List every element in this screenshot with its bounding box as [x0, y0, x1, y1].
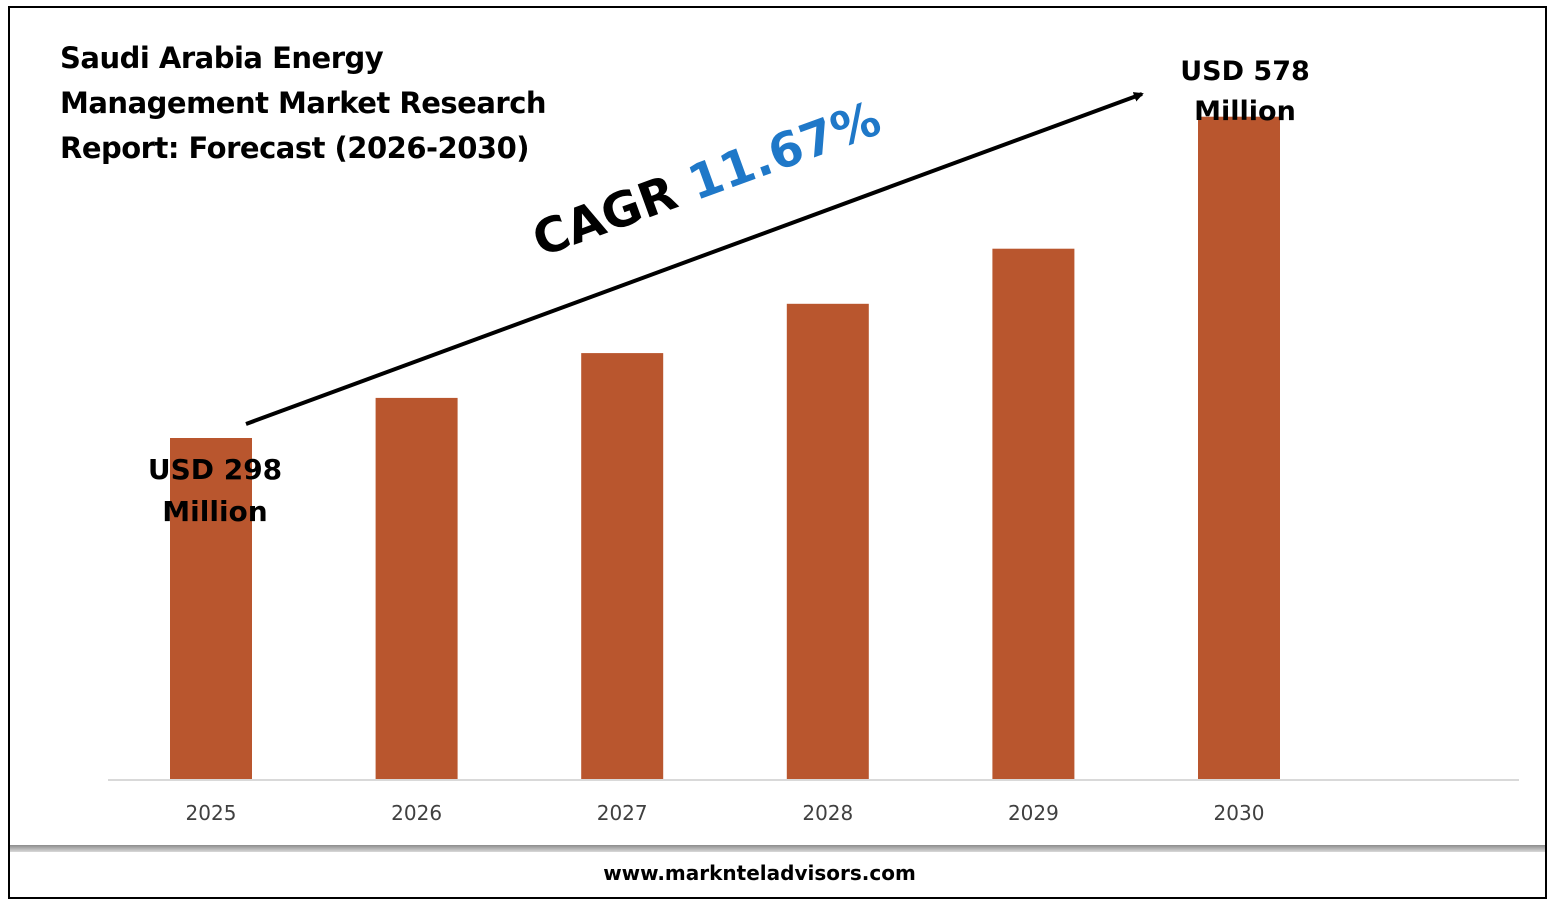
footer-url: www.marknteladvisors.com — [603, 861, 916, 885]
title-line-2: Management Market Research — [60, 86, 547, 120]
end-value-line-1: USD 578 — [1180, 56, 1310, 87]
bar-2030 — [1198, 116, 1280, 780]
start-value-line-1: USD 298 — [147, 453, 283, 486]
bar-2029 — [992, 248, 1075, 780]
title-line-3: Report: Forecast (2026-2030) — [60, 131, 530, 165]
end-value-annotation: USD 578 Million — [1150, 52, 1340, 132]
bar-2026 — [375, 397, 458, 780]
chart-frame — [8, 6, 1547, 899]
x-tick-label-2026: 2026 — [391, 801, 442, 825]
end-value-line-2: Million — [1194, 96, 1296, 127]
x-tick-label-2025: 2025 — [186, 801, 237, 825]
x-tick-label-2030: 2030 — [1214, 801, 1265, 825]
chart-title: Saudi Arabia Energy Management Market Re… — [60, 36, 580, 171]
x-tick-label-2028: 2028 — [802, 801, 853, 825]
bar-2028 — [786, 303, 869, 780]
bars-group — [170, 116, 1280, 780]
footer-divider — [10, 845, 1545, 852]
bar-2025 — [170, 438, 252, 780]
tick-labels-group: 2025 2026 2027 2028 2029 2030 — [186, 801, 1265, 825]
x-tick-label-2029: 2029 — [1008, 801, 1059, 825]
x-tick-label-2027: 2027 — [597, 801, 648, 825]
start-value-annotation: USD 298 Million — [120, 449, 310, 533]
bar-2027 — [581, 353, 664, 780]
trend-arrow — [245, 92, 1144, 426]
title-line-1: Saudi Arabia Energy — [60, 41, 384, 75]
start-value-line-2: Million — [162, 495, 268, 528]
